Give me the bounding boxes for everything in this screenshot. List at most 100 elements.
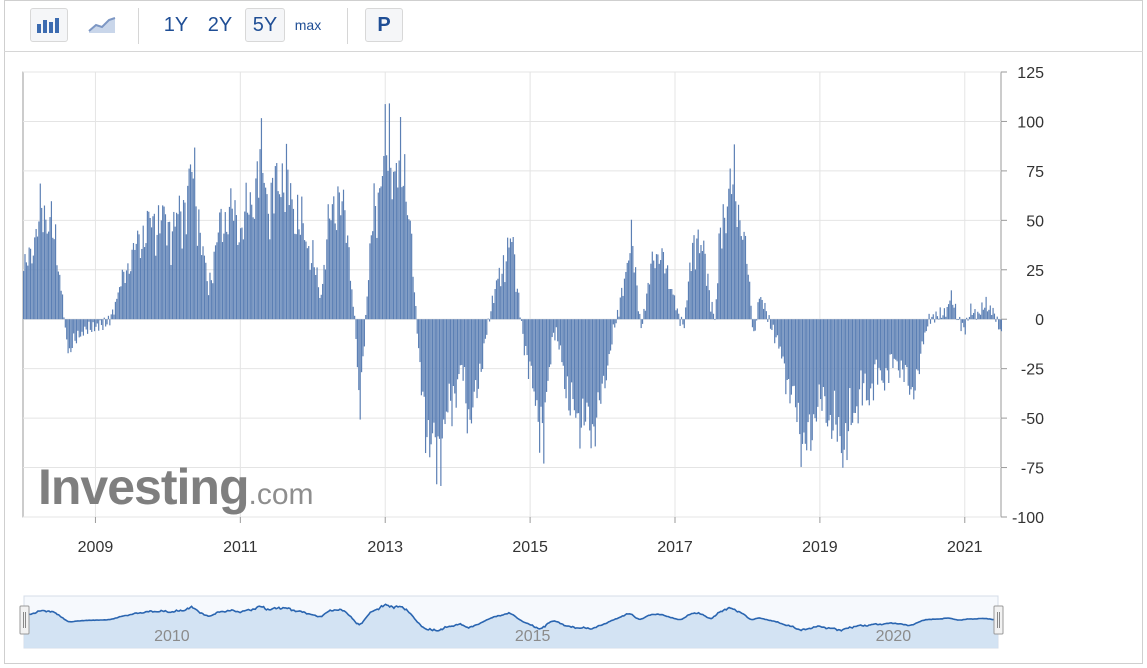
bar <box>92 319 94 323</box>
bar <box>730 194 733 320</box>
bar <box>436 319 438 485</box>
bar <box>145 243 147 320</box>
bar <box>559 319 562 346</box>
bar <box>760 297 762 320</box>
bar <box>961 319 964 323</box>
bar <box>152 216 154 320</box>
bar <box>398 160 400 320</box>
bar <box>422 319 424 392</box>
bar <box>881 319 883 381</box>
bar <box>454 319 456 394</box>
bar-chart-button[interactable] <box>30 8 68 42</box>
bar <box>817 319 819 407</box>
bar <box>950 290 952 320</box>
bar <box>587 319 589 407</box>
bar <box>374 206 377 320</box>
bar <box>761 299 763 320</box>
bar <box>411 233 413 320</box>
bar <box>59 274 61 320</box>
toolbar-separator <box>138 8 139 44</box>
bar <box>824 319 826 397</box>
bar <box>141 248 143 320</box>
bar <box>952 304 954 320</box>
bar <box>130 271 132 320</box>
bar <box>789 319 791 404</box>
bar <box>888 319 890 384</box>
bar <box>860 319 862 371</box>
bar <box>914 319 916 391</box>
bar <box>38 221 40 320</box>
range-2y-button[interactable]: 2Y <box>200 8 240 42</box>
bar <box>299 234 301 320</box>
bar <box>874 319 876 365</box>
bar <box>323 264 325 320</box>
bar <box>725 233 727 320</box>
bar <box>23 271 25 320</box>
bar <box>707 273 709 320</box>
bar <box>963 319 965 328</box>
bar <box>469 319 471 420</box>
bar <box>618 316 620 320</box>
bar <box>715 299 717 320</box>
range-1y-button[interactable]: 1Y <box>156 8 196 42</box>
bar <box>826 319 829 427</box>
bar <box>939 307 941 320</box>
bar <box>822 319 824 388</box>
bar <box>700 244 702 320</box>
period-button[interactable]: P <box>365 8 403 42</box>
bar <box>835 319 837 425</box>
bar <box>778 319 780 349</box>
bar <box>494 289 496 320</box>
x-tick-label: 2009 <box>78 539 114 556</box>
bar <box>742 239 744 320</box>
bar <box>750 305 752 320</box>
bar <box>41 207 43 320</box>
bar <box>31 263 33 320</box>
bar <box>938 318 940 320</box>
bar <box>689 262 691 320</box>
bar <box>334 223 336 320</box>
bar <box>174 226 176 320</box>
bar <box>547 319 549 381</box>
bar <box>377 192 379 320</box>
bar <box>316 267 318 320</box>
bar <box>100 319 103 326</box>
bar <box>291 199 293 320</box>
bar <box>616 309 619 320</box>
bar <box>383 155 385 320</box>
bar <box>82 319 84 336</box>
line-chart-button[interactable] <box>82 8 122 42</box>
bar <box>696 238 698 320</box>
bar <box>98 319 100 331</box>
bar <box>81 319 83 332</box>
bar <box>52 237 54 320</box>
bar <box>520 319 523 321</box>
bar <box>651 251 653 320</box>
bar <box>392 171 395 320</box>
bar <box>863 319 865 384</box>
bar <box>925 319 927 332</box>
bar <box>391 199 393 320</box>
bar <box>109 319 111 326</box>
bar <box>338 192 340 320</box>
bar <box>543 319 545 464</box>
bar <box>733 144 735 320</box>
bar <box>644 310 646 320</box>
bar <box>426 319 428 438</box>
bar <box>248 214 250 320</box>
bar <box>416 319 418 334</box>
bar <box>530 319 532 366</box>
bar <box>224 212 226 320</box>
bar <box>88 319 90 322</box>
bar <box>554 319 556 341</box>
range-5y-button[interactable]: 5Y <box>245 8 285 42</box>
bar <box>270 182 272 320</box>
bar <box>523 319 525 356</box>
bar <box>408 219 410 320</box>
bar <box>493 303 495 320</box>
bar <box>189 164 192 320</box>
bar <box>897 319 900 371</box>
bar <box>434 319 436 438</box>
range-max-button[interactable]: max <box>288 8 328 42</box>
bar <box>767 319 769 322</box>
